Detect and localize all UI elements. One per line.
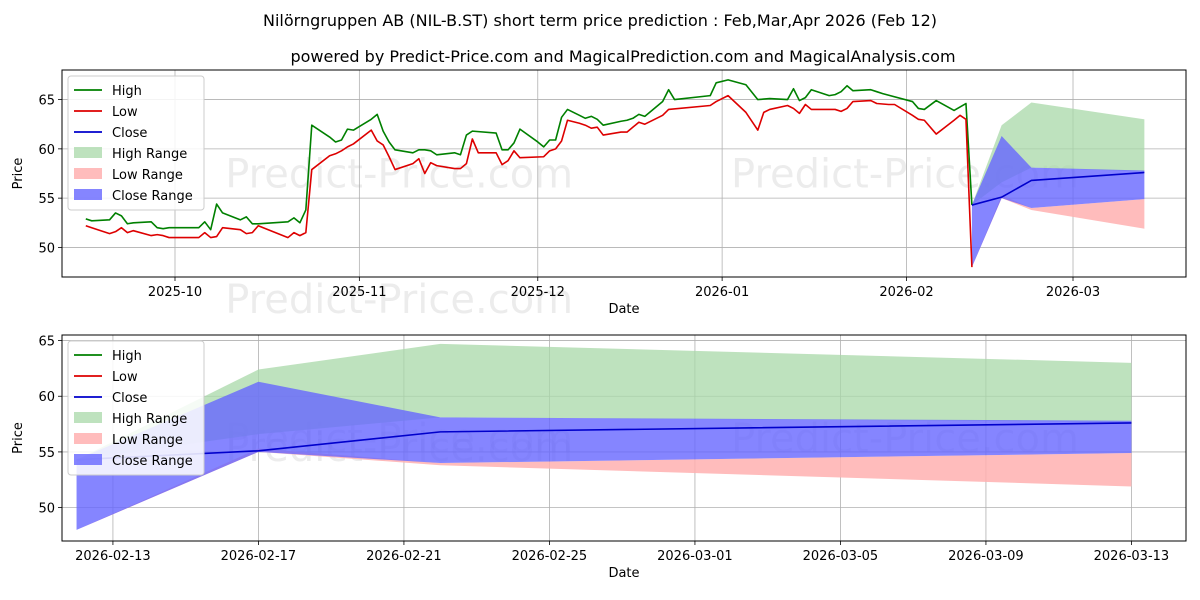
plot-frame xyxy=(61,334,1187,542)
legend-swatch-low-range xyxy=(74,433,102,444)
legend-label: High xyxy=(112,84,142,99)
plot-frame xyxy=(61,69,1187,278)
y-tick-label: 55 xyxy=(38,446,55,461)
y-axis-label: Price xyxy=(11,158,26,190)
x-tick-label: 2026-01 xyxy=(695,285,749,300)
x-tick-label: 2026-02 xyxy=(879,285,933,300)
legend-label: Low Range xyxy=(112,433,183,448)
x-tick-label: 2026-03-01 xyxy=(657,549,733,564)
close-range-area xyxy=(971,136,1145,268)
x-axis-label: Date xyxy=(608,566,639,581)
legend-label: High Range xyxy=(112,147,187,162)
y-tick-label: 65 xyxy=(38,94,55,109)
x-tick-label: 2026-03 xyxy=(1046,285,1100,300)
legend: High Low Close High Range Low Range Close Ran… xyxy=(67,340,205,476)
high-range-area xyxy=(76,343,1132,460)
x-tick-label: 2025-12 xyxy=(511,285,565,300)
legend-label: Low xyxy=(112,370,138,385)
high-line xyxy=(85,79,973,231)
legend-label: Low xyxy=(112,105,138,120)
top-panel: Predict-Price.com Predict-Price.comPredic… xyxy=(11,69,1187,323)
legend-swatch-close-range xyxy=(74,454,102,465)
watermark-text: Predict-Price.com xyxy=(225,152,573,198)
x-tick-label: 2026-02-17 xyxy=(221,549,297,564)
x-tick-label: 2026-03-13 xyxy=(1094,549,1170,564)
bottom-panel: Predict-Price.comPredict-Price.comPredic… xyxy=(11,334,1187,581)
legend-swatch-close-range xyxy=(74,189,102,200)
x-tick-label: 2025-10 xyxy=(148,285,202,300)
x-tick-label: 2025-11 xyxy=(332,285,386,300)
x-tick-label: 2026-03-09 xyxy=(948,549,1024,564)
y-tick-label: 60 xyxy=(38,143,55,158)
y-tick-label: 50 xyxy=(38,502,55,517)
chart-title: Nilörngruppen AB (NIL-B.ST) short term p… xyxy=(263,11,937,30)
legend-swatch-low-range xyxy=(74,168,102,179)
legend-swatch-high-range xyxy=(74,147,102,158)
y-tick-label: 60 xyxy=(38,390,55,405)
legend-label: High xyxy=(112,349,142,364)
y-axis-label: Price xyxy=(11,422,26,454)
legend-label: Close xyxy=(112,126,147,141)
y-tick-label: 55 xyxy=(38,192,55,207)
chart-subtitle: powered by Predict-Price.com and Magical… xyxy=(290,47,955,66)
close-range-area xyxy=(76,381,1132,530)
legend-swatch-high-range xyxy=(74,412,102,423)
legend-label: Close Range xyxy=(112,189,193,204)
low-line xyxy=(85,94,973,268)
low-range-area xyxy=(76,448,1132,530)
close-line xyxy=(971,171,1145,206)
high-range-area xyxy=(971,102,1145,206)
x-tick-label: 2026-02-13 xyxy=(75,549,151,564)
legend-label: Close xyxy=(112,391,147,406)
legend-label: Close Range xyxy=(112,454,193,469)
legend-label: Low Range xyxy=(112,168,183,183)
legend: High Low Close High Range Low Range Close Ran… xyxy=(67,75,205,211)
x-tick-label: 2026-02-25 xyxy=(512,549,588,564)
y-tick-label: 65 xyxy=(38,335,55,350)
legend-label: High Range xyxy=(112,412,187,427)
y-tick-label: 50 xyxy=(38,241,55,256)
x-tick-label: 2026-02-21 xyxy=(366,549,442,564)
x-tick-label: 2026-03-05 xyxy=(803,549,879,564)
low-range-area xyxy=(971,195,1145,268)
x-axis-label: Date xyxy=(608,302,639,317)
watermark-text: Predict-Price.com xyxy=(225,277,573,323)
